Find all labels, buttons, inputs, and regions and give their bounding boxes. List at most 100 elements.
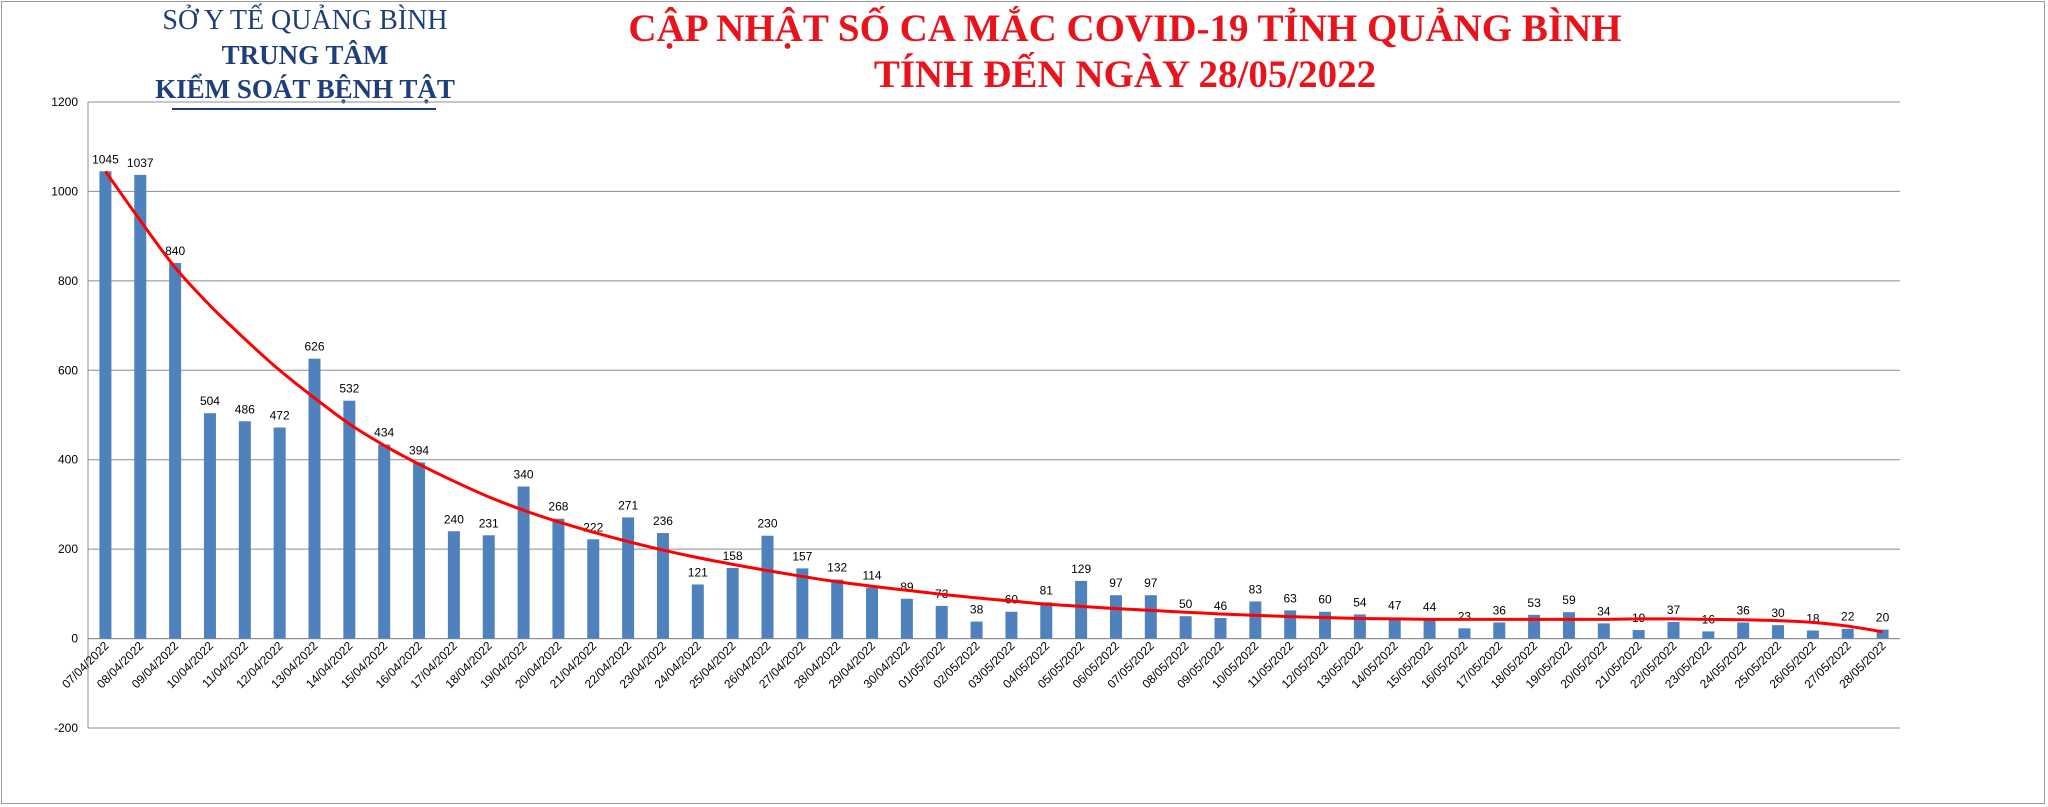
data-label: 157 [792, 549, 812, 563]
bar [1179, 616, 1192, 639]
data-label: 53 [1527, 596, 1541, 610]
bar [587, 539, 600, 639]
y-tick-label: 400 [58, 453, 78, 467]
data-label: 47 [1388, 599, 1402, 613]
y-tick-label: -200 [54, 721, 78, 735]
bar [691, 584, 704, 639]
y-tick-label: 600 [58, 363, 78, 377]
bar [622, 517, 635, 639]
data-label: 240 [444, 512, 464, 526]
data-label: 46 [1214, 599, 1228, 613]
data-label: 840 [165, 244, 185, 258]
bar [517, 486, 530, 639]
bar [1493, 622, 1506, 639]
bar [238, 421, 251, 639]
bar [1562, 612, 1575, 639]
bar [1249, 601, 1262, 639]
bar [796, 568, 809, 639]
chart-title-line1: CẬP NHẬT SỐ CA MẮC COVID-19 TỈNH QUẢNG B… [628, 7, 1622, 50]
data-label: 231 [479, 516, 499, 530]
data-label: 132 [827, 561, 847, 575]
data-label: 472 [270, 409, 290, 423]
org-department: SỞ Y TẾ QUẢNG BÌNH [162, 5, 448, 36]
bar [1005, 611, 1018, 639]
data-label: 44 [1423, 600, 1437, 614]
bar [447, 531, 460, 639]
org-name: KIỂM SOÁT BỆNH TẬT [155, 74, 455, 104]
data-label: 63 [1284, 591, 1298, 605]
organization-block: SỞ Y TẾ QUẢNG BÌNH TRUNG TÂM KIỂM SOÁT B… [120, 4, 490, 110]
bar [1597, 623, 1610, 639]
chart-title: CẬP NHẬT SỐ CA MẮC COVID-19 TỈNH QUẢNG B… [560, 6, 1690, 98]
data-label: 271 [618, 498, 638, 512]
data-label: 36 [1737, 603, 1751, 617]
bar [1667, 622, 1680, 639]
data-label: 97 [1109, 576, 1123, 590]
bar [378, 444, 391, 639]
bar [900, 598, 913, 639]
bar [1075, 580, 1088, 639]
bar [413, 462, 426, 639]
data-label: 129 [1071, 562, 1091, 576]
data-label: 60 [1318, 593, 1332, 607]
data-label: 30 [1771, 606, 1785, 620]
data-label: 504 [200, 394, 220, 408]
bar [1319, 611, 1332, 639]
data-label: 20 [1876, 611, 1890, 625]
data-label: 34 [1597, 604, 1611, 618]
y-tick-label: 200 [58, 542, 78, 556]
bar [761, 535, 774, 639]
bar [1702, 631, 1715, 639]
data-label: 230 [757, 517, 777, 531]
bar [866, 587, 879, 639]
data-label: 22 [1841, 610, 1855, 624]
data-label: 121 [688, 565, 708, 579]
bar [1284, 610, 1297, 639]
y-tick-label: 0 [71, 632, 78, 646]
bar [99, 171, 112, 639]
data-label: 486 [235, 402, 255, 416]
bar [831, 579, 844, 639]
data-label: 50 [1179, 597, 1193, 611]
bar [1388, 617, 1401, 639]
y-tick-label: 1200 [51, 95, 78, 109]
bar [134, 174, 147, 639]
org-center: TRUNG TÂM [221, 40, 389, 70]
bar [169, 262, 182, 639]
data-label: 81 [1040, 583, 1054, 597]
bar [343, 400, 356, 639]
data-label: 36 [1493, 603, 1507, 617]
bar [1632, 630, 1645, 639]
data-label: 97 [1144, 576, 1158, 590]
data-label: 158 [723, 549, 743, 563]
bar [1772, 625, 1785, 639]
data-label: 23 [1458, 609, 1472, 623]
data-label: 54 [1353, 595, 1367, 609]
bar [552, 518, 565, 639]
bar [1841, 628, 1854, 639]
bar [1214, 618, 1227, 639]
data-label: 268 [548, 500, 568, 514]
data-label: 532 [339, 382, 359, 396]
bar [656, 533, 669, 639]
bar [1109, 595, 1122, 639]
y-tick-label: 800 [58, 274, 78, 288]
data-label: 236 [653, 514, 673, 528]
bar [1423, 618, 1436, 639]
data-label: 83 [1249, 582, 1263, 596]
data-label: 434 [374, 426, 394, 440]
data-label: 1037 [127, 156, 154, 170]
bar [1144, 595, 1157, 639]
bar [726, 567, 739, 639]
data-label: 1045 [92, 152, 119, 166]
bar [273, 427, 286, 639]
bar [1737, 622, 1750, 639]
bar [1040, 602, 1053, 639]
bar [203, 413, 216, 639]
bar [1353, 614, 1366, 639]
chart-title-line2: TÍNH ĐẾN NGÀY 28/05/2022 [873, 53, 1377, 96]
bar [482, 535, 495, 639]
y-tick-label: 1000 [51, 184, 78, 198]
data-label: 114 [862, 569, 881, 583]
